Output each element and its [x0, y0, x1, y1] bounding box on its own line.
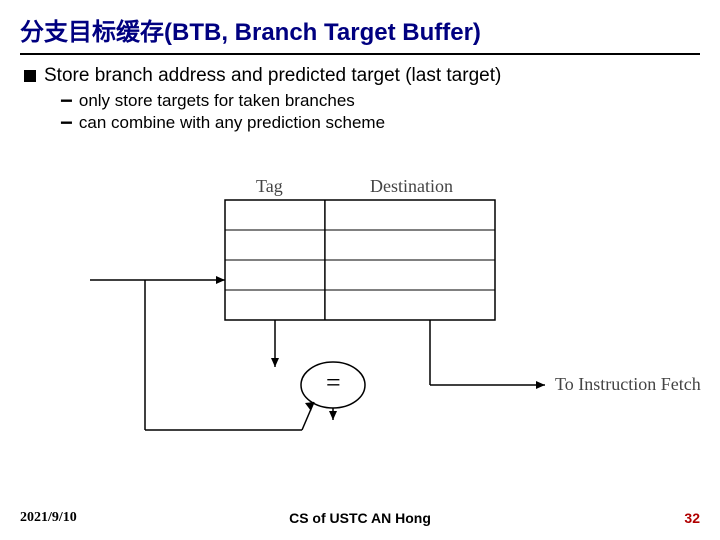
footer-page-number: 32	[684, 510, 700, 526]
bullet-level2: − only store targets for taken branches	[60, 91, 700, 111]
sub1-text: only store targets for taken branches	[79, 91, 355, 111]
btb-diagram: Tag Destination = To Instruction Fetch	[0, 170, 720, 460]
bullet1-text: Store branch address and predicted targe…	[44, 65, 501, 87]
footer-center: CS of USTC AN Hong	[0, 510, 720, 526]
dash-bullet-icon: −	[60, 113, 73, 133]
slide-title: 分支目标缓存(BTB, Branch Target Buffer)	[20, 12, 700, 47]
destination-label: Destination	[370, 176, 453, 197]
sub2-text: can combine with any prediction scheme	[79, 113, 385, 133]
bullet-level2: − can combine with any prediction scheme	[60, 113, 700, 133]
dash-bullet-icon: −	[60, 91, 73, 111]
title-rule	[20, 53, 700, 55]
equals-label: =	[326, 368, 341, 398]
to-instruction-fetch-label: To Instruction Fetch	[555, 374, 701, 395]
square-bullet-icon	[24, 70, 36, 82]
diagram-svg	[0, 170, 720, 460]
bullet-level1: Store branch address and predicted targe…	[24, 65, 700, 87]
tag-label: Tag	[256, 176, 283, 197]
